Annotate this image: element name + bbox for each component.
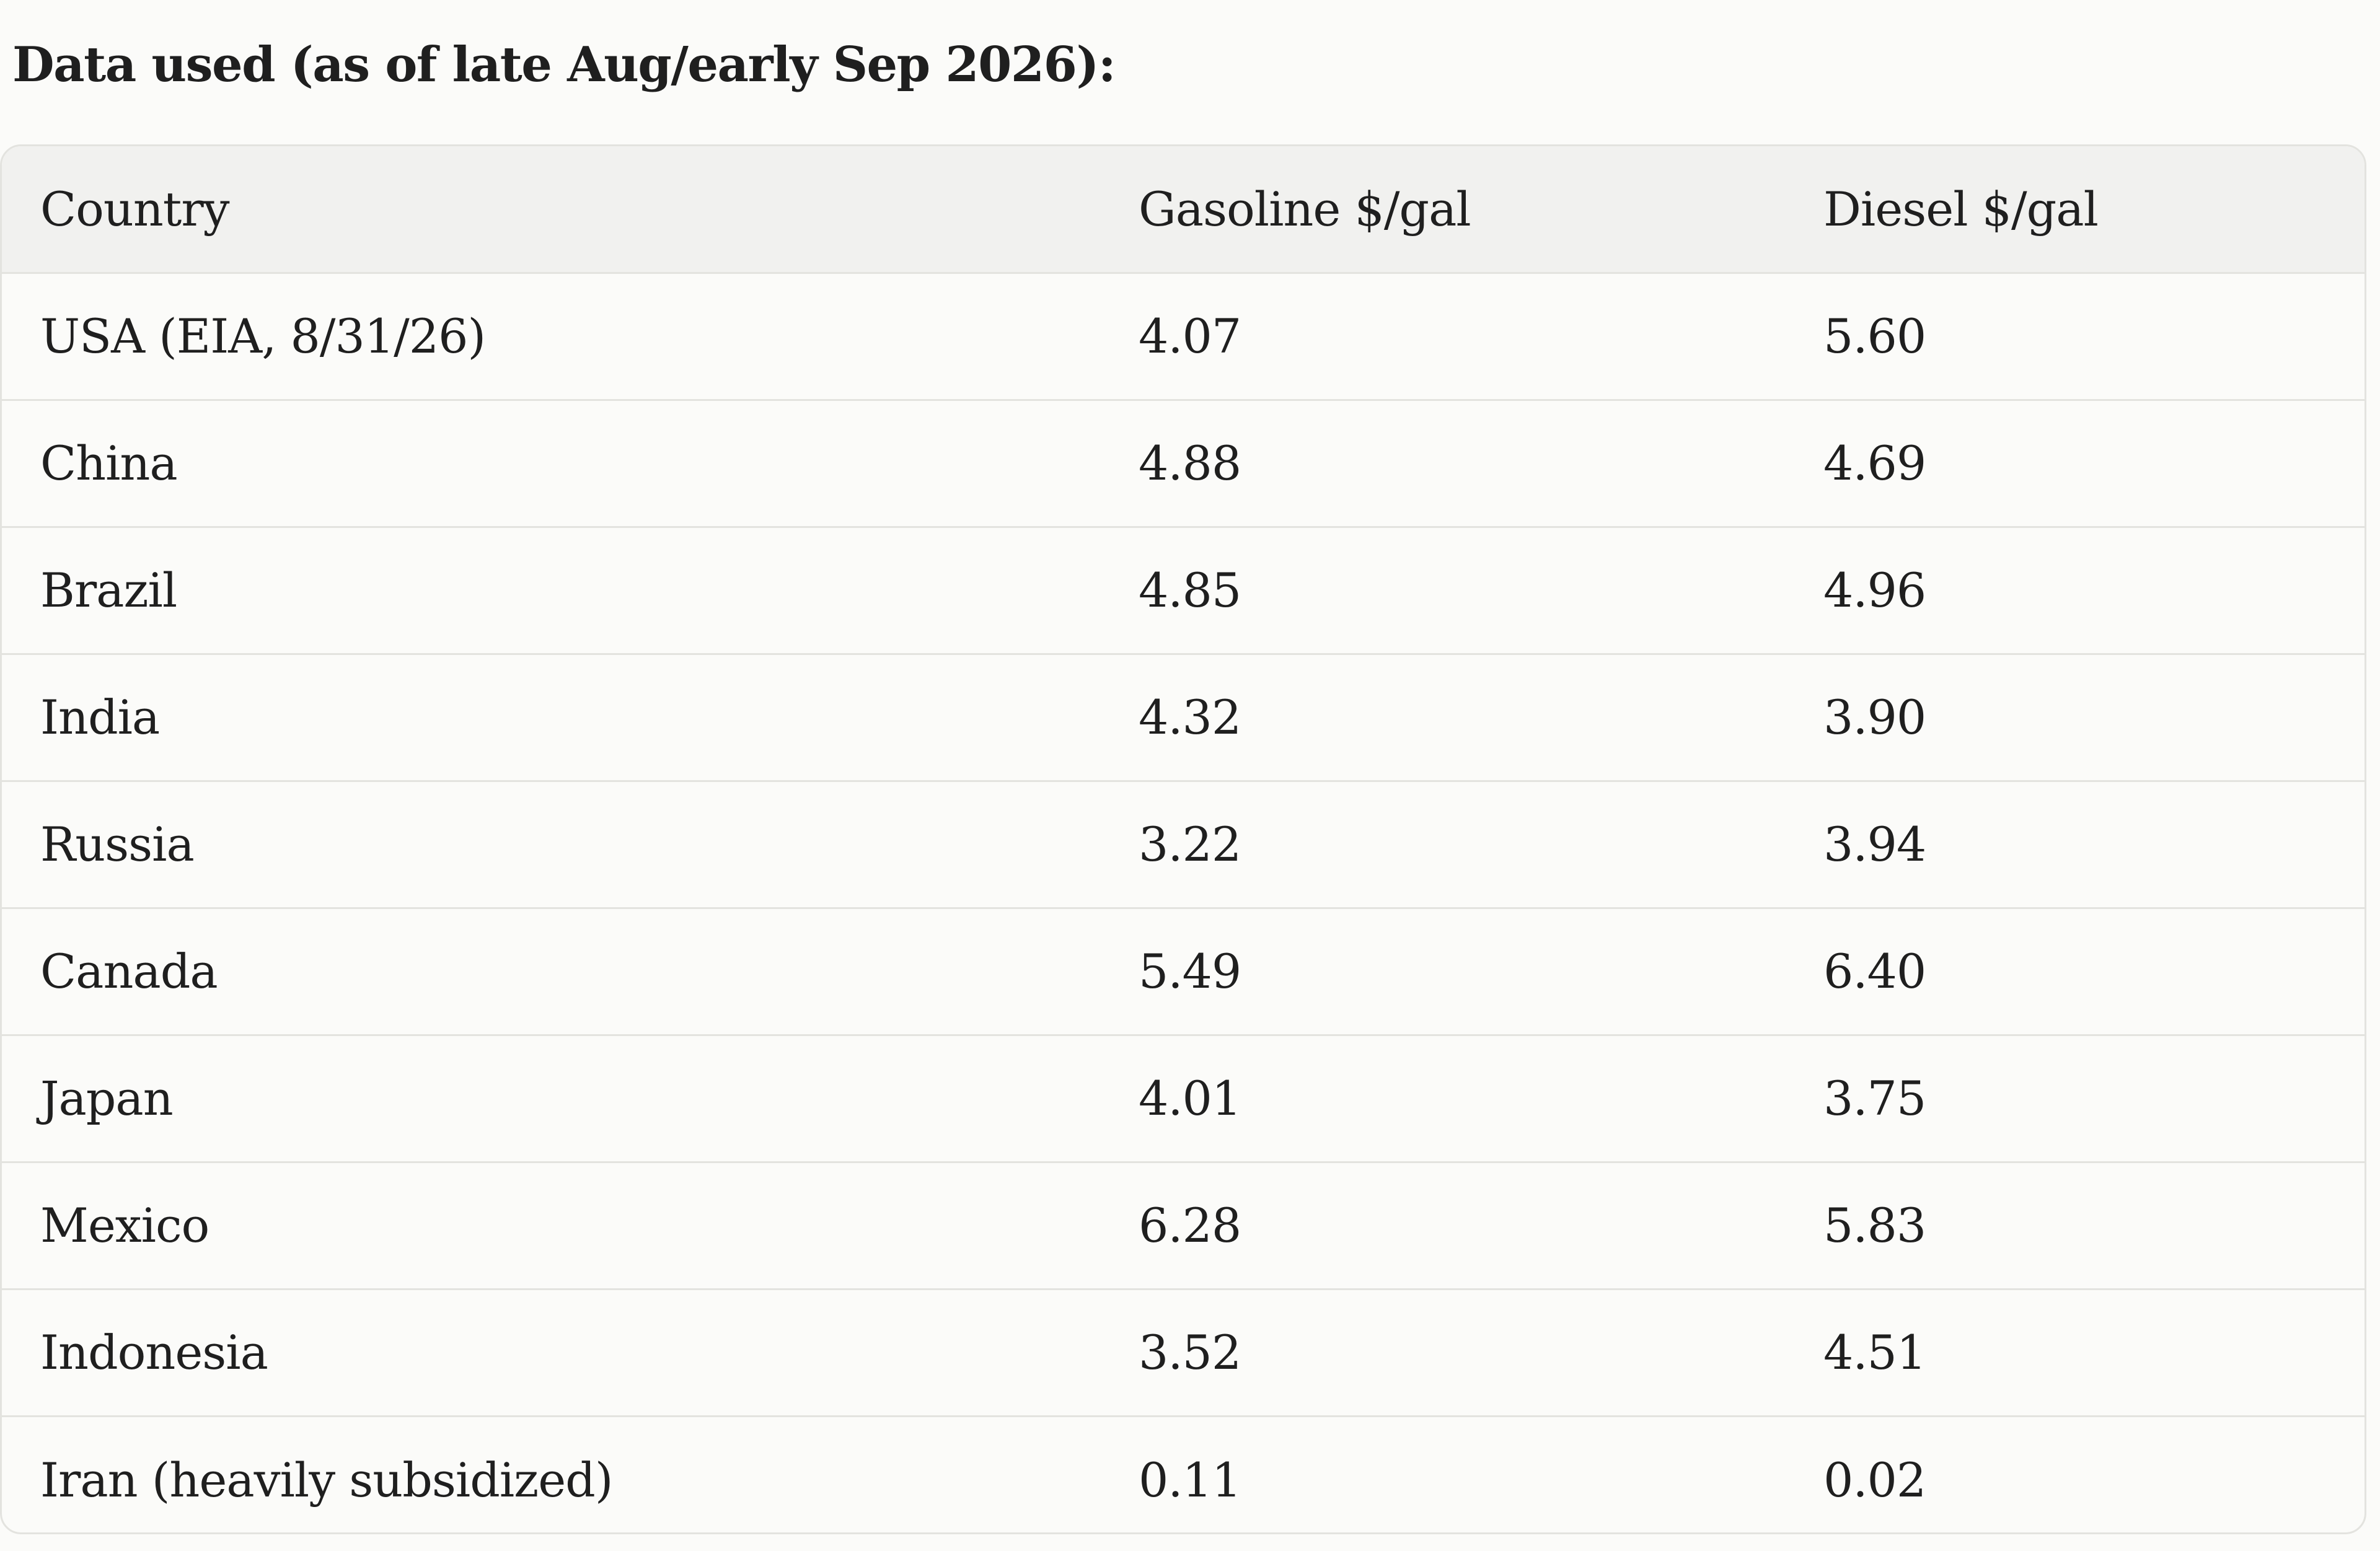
- cell-country: Iran (heavily subsidized): [40, 1452, 613, 1508]
- cell-diesel: 5.83: [1785, 1162, 2365, 1290]
- cell-diesel: 6.40: [1785, 908, 2365, 1036]
- table-row: Mexico 6.28 5.83: [2, 1162, 2365, 1290]
- cell-gasoline: 6.28: [1100, 1162, 1785, 1290]
- table-row: USA (EIA, 8/31/26) 4.07 5.60: [2, 273, 2365, 401]
- table-row: Russia 3.22 3.94: [2, 781, 2365, 909]
- cell-gasoline: 3.22: [1100, 781, 1785, 909]
- table-heading: Data used (as of late Aug/early Sep 2026…: [12, 37, 1116, 93]
- table-body: USA (EIA, 8/31/26) 4.07 5.60 China 4.88 4.69 B…: [2, 273, 2365, 1532]
- fuel-price-table: Country Gasoline $/gal Diesel $/gal USA …: [2, 146, 2365, 1532]
- cell-country: India: [2, 654, 1100, 782]
- cell-gasoline: 0.11: [1139, 1452, 1241, 1508]
- cell-diesel: 4.96: [1785, 527, 2365, 655]
- cell-diesel: 4.51: [1785, 1289, 2365, 1417]
- cell-diesel: 0.02: [1823, 1452, 1926, 1508]
- cell-diesel: 3.75: [1785, 1035, 2365, 1163]
- cell-country: Russia: [2, 781, 1100, 909]
- table-row: Iran (heavily subsidized) 0.11 0.02: [2, 1416, 2365, 1532]
- table-row: Indonesia 3.52 4.51: [2, 1289, 2365, 1417]
- column-header-gasoline: Gasoline $/gal: [1100, 146, 1785, 274]
- fuel-price-table-container: Country Gasoline $/gal Diesel $/gal USA …: [0, 144, 2366, 1534]
- table-row: China 4.88 4.69: [2, 400, 2365, 528]
- column-header-country: Country: [2, 146, 1100, 274]
- cell-gasoline: 4.88: [1100, 400, 1785, 528]
- cell-gasoline: 5.49: [1100, 908, 1785, 1036]
- cell-country: USA (EIA, 8/31/26): [2, 273, 1100, 401]
- cell-diesel: 3.90: [1785, 654, 2365, 782]
- cell-country: Brazil: [2, 527, 1100, 655]
- table-row: India 4.32 3.90: [2, 654, 2365, 782]
- column-header-diesel: Diesel $/gal: [1785, 146, 2365, 274]
- cell-gasoline: 4.01: [1100, 1035, 1785, 1163]
- table-header: Country Gasoline $/gal Diesel $/gal: [2, 146, 2365, 274]
- header-row: Country Gasoline $/gal Diesel $/gal: [2, 146, 2365, 274]
- cell-country: Canada: [2, 908, 1100, 1036]
- cell-country: Mexico: [2, 1162, 1100, 1290]
- cell-diesel: 3.94: [1785, 781, 2365, 909]
- cell-country: Indonesia: [2, 1289, 1100, 1417]
- cell-country: China: [2, 400, 1100, 528]
- cell-gasoline: 4.85: [1100, 527, 1785, 655]
- table-row: Japan 4.01 3.75: [2, 1035, 2365, 1163]
- cell-diesel: 4.69: [1785, 400, 2365, 528]
- cell-diesel: 5.60: [1785, 273, 2365, 401]
- cell-gasoline: 3.52: [1100, 1289, 1785, 1417]
- cell-country: Japan: [2, 1035, 1100, 1163]
- cell-gasoline: 4.07: [1100, 273, 1785, 401]
- table-row: Canada 5.49 6.40: [2, 908, 2365, 1036]
- cell-gasoline: 4.32: [1100, 654, 1785, 782]
- table-row: Brazil 4.85 4.96: [2, 527, 2365, 655]
